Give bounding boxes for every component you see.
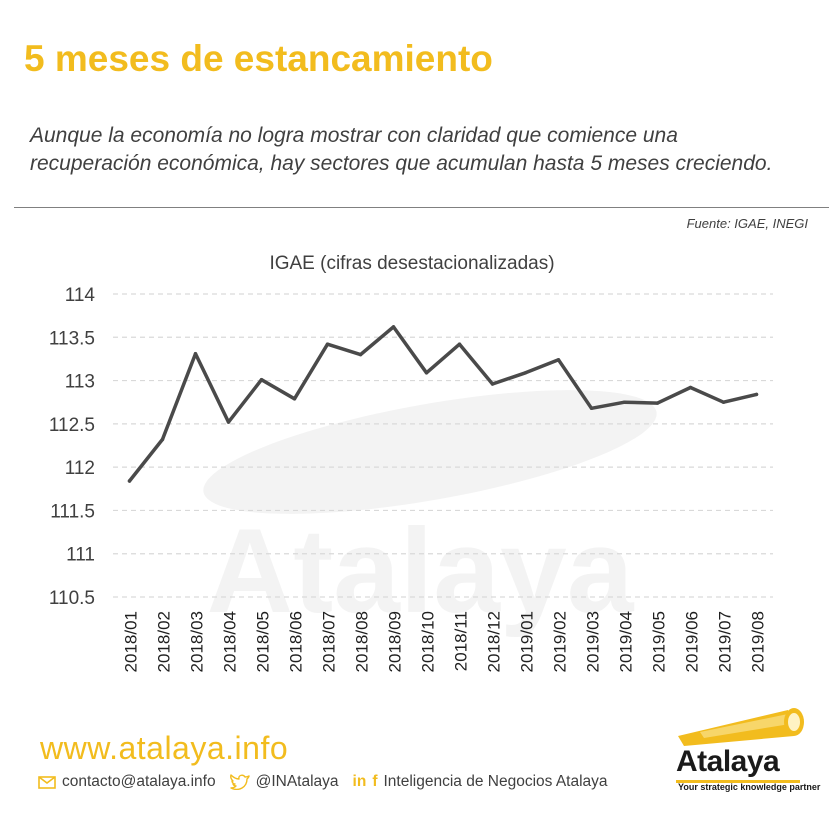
data-point (688, 385, 693, 390)
x-tick-label: 2018/04 (221, 611, 240, 672)
data-point (655, 401, 660, 405)
data-point (325, 342, 330, 346)
facebook-icon: f (372, 773, 378, 790)
data-point (358, 352, 363, 357)
data-point (622, 400, 627, 404)
atalaya-logo (676, 708, 804, 783)
x-tick-label: 2019/07 (716, 611, 735, 672)
email-contact[interactable]: contacto@atalaya.info (38, 773, 216, 791)
igae-line-chart: Atalaya IGAE (cifras desestacionalizadas… (49, 253, 773, 672)
data-point (424, 371, 429, 375)
data-point (292, 397, 297, 401)
x-tick-label: 2018/07 (320, 611, 339, 672)
data-point (523, 371, 528, 375)
x-tick-label: 2019/02 (551, 611, 570, 672)
x-tick-label: 2018/03 (188, 611, 207, 672)
social-contact[interactable]: in f Inteligencia de Negocios Atalaya (353, 773, 608, 791)
x-tick-label: 2019/06 (683, 611, 702, 672)
footer-url[interactable]: www.atalaya.info (40, 730, 289, 766)
data-point (226, 420, 231, 424)
x-tick-label: 2018/11 (452, 611, 471, 671)
series-line (127, 325, 759, 483)
y-tick-label: 113.5 (49, 328, 95, 349)
y-tick-label: 112 (65, 458, 95, 479)
chart-title: IGAE (cifras desestacionalizadas) (269, 253, 554, 274)
page-title: 5 meses de estancamiento (24, 38, 493, 79)
x-tick-label: 2018/09 (386, 611, 405, 672)
data-point (193, 352, 198, 356)
data-point (391, 325, 396, 329)
x-tick-label: 2019/08 (749, 611, 768, 672)
y-tick-label: 110.5 (49, 588, 95, 609)
x-tick-label: 2018/10 (419, 611, 438, 672)
y-tick-label: 113 (65, 372, 95, 393)
twitter-contact[interactable]: @INAtalaya (229, 773, 339, 791)
telescope-icon (678, 708, 804, 746)
twitter-handle: @INAtalaya (255, 773, 339, 790)
footer-contacts: contacto@atalaya.info @INAtalaya in f In… (38, 773, 622, 791)
social-name: Inteligencia de Negocios Atalaya (383, 773, 608, 790)
source-note: Fuente: IGAE, INEGI (686, 216, 808, 231)
logo-underline (676, 780, 800, 783)
x-tick-label: 2018/06 (287, 611, 306, 672)
data-point (556, 358, 561, 362)
y-tick-label: 111 (66, 545, 95, 566)
x-tick-label: 2019/04 (617, 611, 636, 672)
watermark: Atalaya (203, 390, 657, 638)
watermark-telescope (203, 390, 657, 514)
x-tick-label: 2018/02 (155, 611, 174, 672)
x-tick-label: 2019/03 (584, 611, 603, 672)
envelope-icon (38, 775, 56, 789)
data-point (259, 378, 264, 382)
data-point (127, 479, 132, 483)
logo-tagline: Your strategic knowledge partner (678, 782, 821, 792)
y-tick-label: 112.5 (49, 415, 95, 436)
x-tick-label: 2018/05 (254, 611, 273, 672)
x-tick-label: 2018/08 (353, 611, 372, 672)
x-tick-label: 2019/05 (650, 611, 669, 672)
twitter-icon (229, 774, 250, 790)
y-tick-label: 111.5 (50, 501, 95, 522)
linkedin-icon: in (352, 773, 367, 790)
subtitle: Aunque la economía no logra mostrar con … (30, 124, 773, 175)
data-point (490, 382, 495, 386)
logo-brand: Atalaya (676, 745, 780, 778)
data-point (457, 342, 462, 346)
divider (14, 207, 829, 208)
watermark-text: Atalaya (207, 504, 635, 638)
data-point (589, 406, 594, 410)
data-point (754, 392, 759, 397)
x-tick-label: 2018/12 (485, 611, 504, 672)
x-tick-label: 2018/01 (122, 611, 141, 672)
x-tick-label: 2019/01 (518, 611, 537, 672)
y-tick-label: 114 (65, 285, 96, 306)
data-point (160, 437, 165, 442)
email-text: contacto@atalaya.info (62, 773, 216, 790)
data-point (721, 400, 726, 404)
